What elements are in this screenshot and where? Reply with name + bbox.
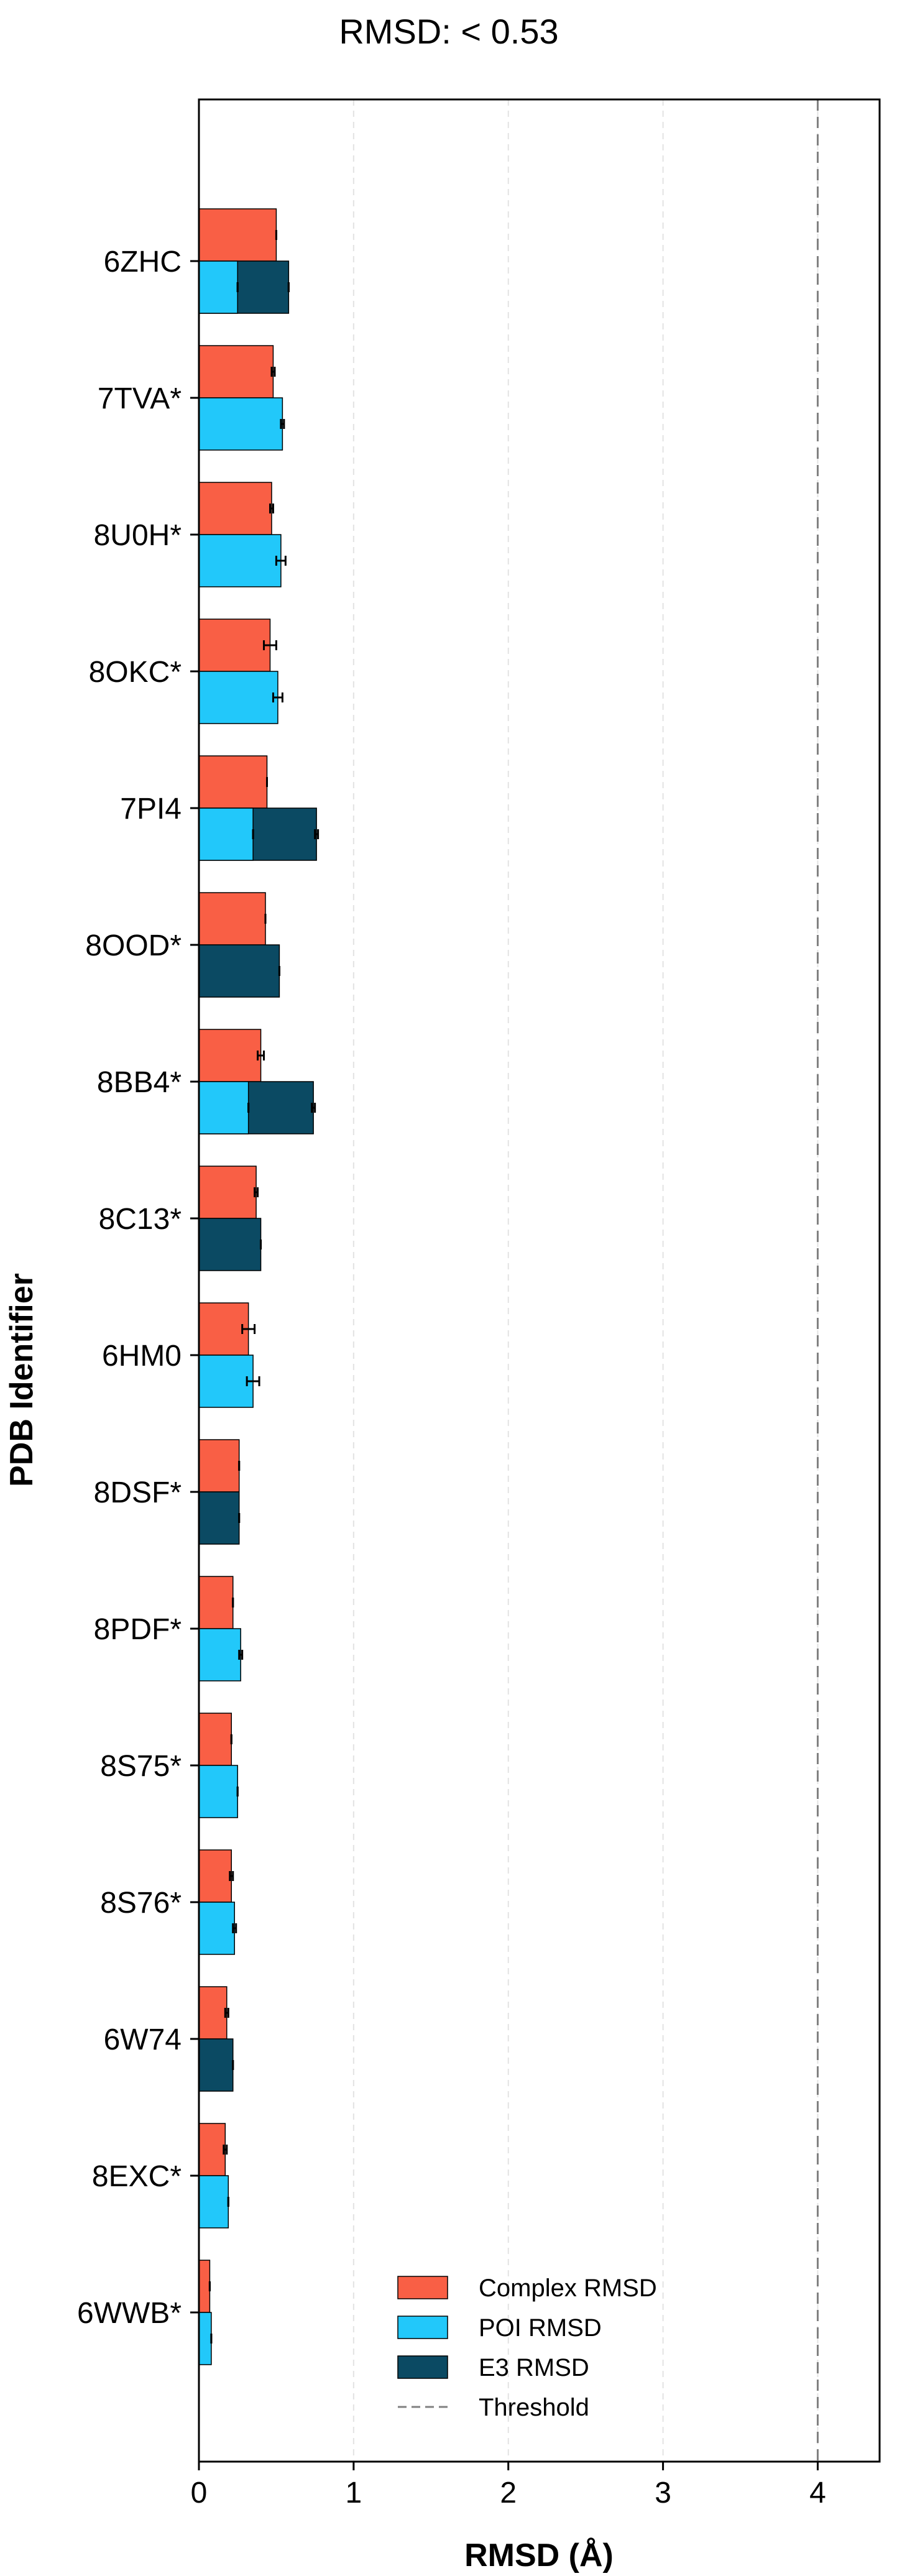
- complex-bar: [198, 1849, 232, 1903]
- legend: Complex RMSD POI RMSD E3 RMSD Threshold: [397, 2275, 657, 2421]
- chart-title: RMSD: < 0.53: [339, 12, 558, 51]
- poi-bar: [198, 1765, 238, 1818]
- plot-frame: [198, 98, 881, 2463]
- y-tick-label: 8C13*: [99, 1203, 182, 1236]
- y-tick-label: 8U0H*: [94, 519, 182, 552]
- grid-layer: [352, 99, 819, 2462]
- complex-bar: [198, 1986, 228, 2040]
- poi-bar: [198, 1081, 249, 1134]
- x-tick-label: 0: [191, 2477, 208, 2509]
- complex-bar: [198, 208, 277, 262]
- y-tick-label: 6W74: [104, 2023, 182, 2056]
- axis-layer: 0 1 2 3 4 6ZHC 7TVA* 8U0H* 8OKC* 7PI4 8OOD* 8BB4* 8C…: [77, 246, 826, 2509]
- y-tick-label: 8PDF*: [94, 1613, 182, 1646]
- e3-bar: [198, 1491, 240, 1545]
- complex-bar: [198, 1713, 232, 1766]
- y-tick-label: 8DSF*: [94, 1476, 182, 1509]
- complex-bar: [198, 1029, 262, 1082]
- legend-complex-label: Complex RMSD: [479, 2275, 657, 2302]
- complex-bar: [198, 619, 271, 672]
- complex-bar: [198, 2260, 211, 2313]
- x-tick-label: 4: [809, 2477, 826, 2509]
- poi-bar: [198, 671, 278, 724]
- complex-bar: [198, 345, 274, 398]
- x-axis-label: RMSD (Å): [464, 2537, 614, 2574]
- y-tick-label: 8S75*: [100, 1750, 182, 1783]
- y-tick-label: 7TVA*: [98, 382, 182, 415]
- bars-layer: [198, 208, 317, 2365]
- y-tick-label: 6HM0: [102, 1340, 182, 1373]
- poi-bar: [198, 807, 254, 861]
- complex-bar: [198, 1166, 257, 1219]
- y-tick-label: 8OKC*: [89, 656, 182, 689]
- complex-bar: [198, 1576, 234, 1629]
- complex-bar: [198, 755, 268, 809]
- poi-bar: [198, 2175, 229, 2229]
- y-tick-label: 7PI4: [120, 793, 182, 826]
- legend-complex-swatch: [397, 2276, 448, 2299]
- poi-bar: [198, 397, 283, 451]
- poi-bar: [198, 1628, 241, 1681]
- y-tick-label: 8S76*: [100, 1887, 182, 1920]
- x-tick-label: 3: [655, 2477, 671, 2509]
- y-tick-label: 8OOD*: [85, 929, 182, 962]
- legend-threshold-label: Threshold: [479, 2394, 589, 2421]
- y-tick-label: 8BB4*: [97, 1066, 182, 1099]
- legend-poi-swatch: [397, 2316, 448, 2339]
- errors-layer: [208, 230, 320, 2344]
- y-axis-label: PDB Identifier: [4, 1273, 40, 1487]
- poi-bar: [198, 1355, 254, 1408]
- legend-e3-label: E3 RMSD: [479, 2354, 589, 2381]
- complex-bar: [198, 482, 272, 535]
- poi-bar: [198, 2312, 212, 2365]
- e3-bar: [198, 944, 280, 998]
- complex-bar: [198, 892, 266, 945]
- y-tick-label: 6ZHC: [104, 246, 182, 278]
- complex-bar: [198, 1302, 249, 1356]
- x-tick-label: 2: [500, 2477, 517, 2509]
- e3-bar: [198, 1218, 262, 1271]
- e3-bar: [198, 2038, 234, 2092]
- poi-bar: [198, 534, 282, 587]
- legend-poi-label: POI RMSD: [479, 2314, 602, 2342]
- complex-bar: [198, 2123, 226, 2176]
- poi-bar: [198, 260, 238, 314]
- legend-e3-swatch: [397, 2355, 448, 2379]
- x-tick-label: 1: [346, 2477, 362, 2509]
- y-tick-label: 6WWB*: [77, 2297, 182, 2330]
- poi-bar: [198, 1902, 235, 1955]
- complex-bar: [198, 1439, 240, 1493]
- y-tick-label: 8EXC*: [92, 2160, 182, 2193]
